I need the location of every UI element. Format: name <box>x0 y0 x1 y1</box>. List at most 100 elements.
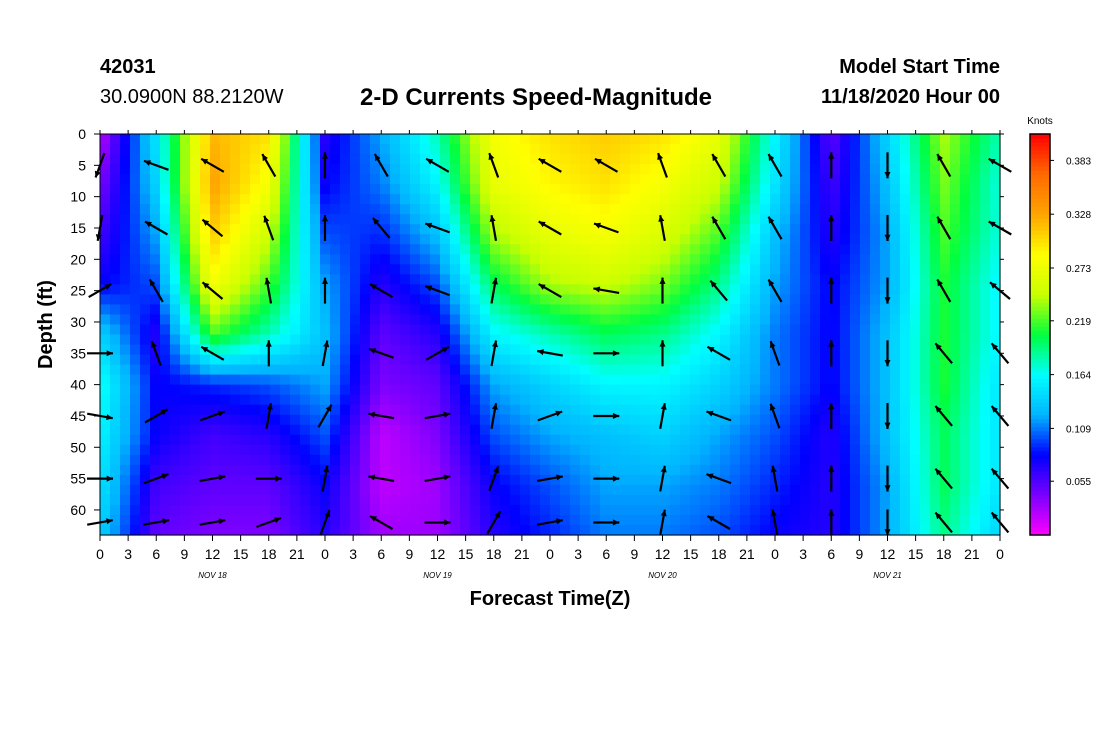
heatmap-cell <box>660 244 671 255</box>
heatmap-cell <box>730 484 741 496</box>
heatmap-cell <box>220 224 231 235</box>
heatmap-cell <box>160 244 171 255</box>
heatmap-cell <box>370 314 381 326</box>
heatmap-cell <box>380 294 391 306</box>
heatmap-cell <box>360 164 371 175</box>
heatmap-cell <box>510 284 521 296</box>
heatmap-cell <box>150 154 161 165</box>
heatmap-cell <box>600 194 611 205</box>
heatmap-cell <box>910 224 921 235</box>
heatmap-cell <box>640 304 651 316</box>
heatmap-cell <box>580 274 591 285</box>
heatmap-cell <box>230 354 241 366</box>
x-tick-label: 12 <box>655 546 671 562</box>
heatmap-cell <box>610 314 621 326</box>
heatmap-cell <box>810 154 821 165</box>
heatmap-cell <box>740 354 751 366</box>
heatmap-cell <box>630 164 641 175</box>
heatmap-cell <box>270 354 281 366</box>
heatmap-cell <box>590 164 601 175</box>
heatmap-cell <box>410 524 421 536</box>
heatmap-cell <box>580 384 591 396</box>
heatmap-cell <box>550 444 561 456</box>
heatmap-cell <box>540 464 551 476</box>
heatmap-cell <box>910 374 921 386</box>
heatmap-cell <box>180 324 191 336</box>
heatmap-cell <box>720 504 731 516</box>
heatmap-cell <box>220 404 231 416</box>
heatmap-cell <box>410 314 421 326</box>
heatmap-cell <box>990 474 1001 486</box>
heatmap-cell <box>840 224 851 235</box>
heatmap-cell <box>840 194 851 205</box>
heatmap-cell <box>360 244 371 255</box>
heatmap-cell <box>370 204 381 215</box>
heatmap-cell <box>130 474 141 486</box>
heatmap-cell <box>230 514 241 526</box>
heatmap-cell <box>780 214 791 225</box>
heatmap-cell <box>670 514 681 526</box>
heatmap-cell <box>390 174 401 185</box>
heatmap-cell <box>740 334 751 346</box>
heatmap-cell <box>380 164 391 175</box>
heatmap-cell <box>900 414 911 426</box>
heatmap-cell <box>610 354 621 366</box>
heatmap-cell <box>170 454 181 466</box>
heatmap-cell <box>550 284 561 296</box>
heatmap-cell <box>120 344 131 356</box>
heatmap-cell <box>340 414 351 426</box>
heatmap-cell <box>640 254 651 265</box>
heatmap-cell <box>370 254 381 265</box>
heatmap-cell <box>520 454 531 466</box>
heatmap-cell <box>720 424 731 436</box>
heatmap-cell <box>140 364 151 376</box>
heatmap-cell <box>360 294 371 306</box>
heatmap-cell <box>860 354 871 366</box>
heatmap-cell <box>470 274 481 285</box>
heatmap-cell <box>660 494 671 506</box>
heatmap-cell <box>800 384 811 396</box>
heatmap-cell <box>150 424 161 436</box>
heatmap-cell <box>650 144 661 155</box>
current-vector <box>659 403 667 429</box>
heatmap-cell <box>440 324 451 336</box>
heatmap-cell <box>210 454 221 466</box>
heatmap-cell <box>400 244 411 255</box>
heatmap-cell <box>180 374 191 386</box>
heatmap-cell <box>640 324 651 336</box>
heatmap-cell <box>540 314 551 326</box>
heatmap-cell <box>790 234 801 245</box>
heatmap-cell <box>540 174 551 185</box>
heatmap-cell <box>870 434 881 446</box>
heatmap-cell <box>570 264 581 275</box>
heatmap-cell <box>610 204 621 215</box>
heatmap-cell <box>840 454 851 466</box>
heatmap-cell <box>960 354 971 366</box>
heatmap-cell <box>430 324 441 336</box>
heatmap-cell <box>820 134 831 145</box>
heatmap-cell <box>270 314 281 326</box>
current-vector <box>769 340 781 366</box>
heatmap-cell <box>490 484 501 496</box>
heatmap-cell <box>550 324 561 336</box>
heatmap-cell <box>380 334 391 346</box>
heatmap-cell <box>810 274 821 285</box>
heatmap-cell <box>250 244 261 255</box>
heatmap-cell <box>970 214 981 225</box>
heatmap-cell <box>420 504 431 516</box>
heatmap-cell <box>540 134 551 145</box>
heatmap-cell <box>470 494 481 506</box>
heatmap-cell <box>150 454 161 466</box>
heatmap-cell <box>500 184 511 195</box>
heatmap-cell <box>720 284 731 296</box>
heatmap-cell <box>980 184 991 195</box>
heatmap-cell <box>590 244 601 255</box>
heatmap-cell <box>540 324 551 336</box>
heatmap-cell <box>400 214 411 225</box>
heatmap-cell <box>140 134 151 145</box>
heatmap-cell <box>630 254 641 265</box>
heatmap-cell <box>530 264 541 275</box>
heatmap-cell <box>880 344 891 356</box>
current-vector <box>884 403 891 429</box>
current-vector <box>936 278 952 303</box>
